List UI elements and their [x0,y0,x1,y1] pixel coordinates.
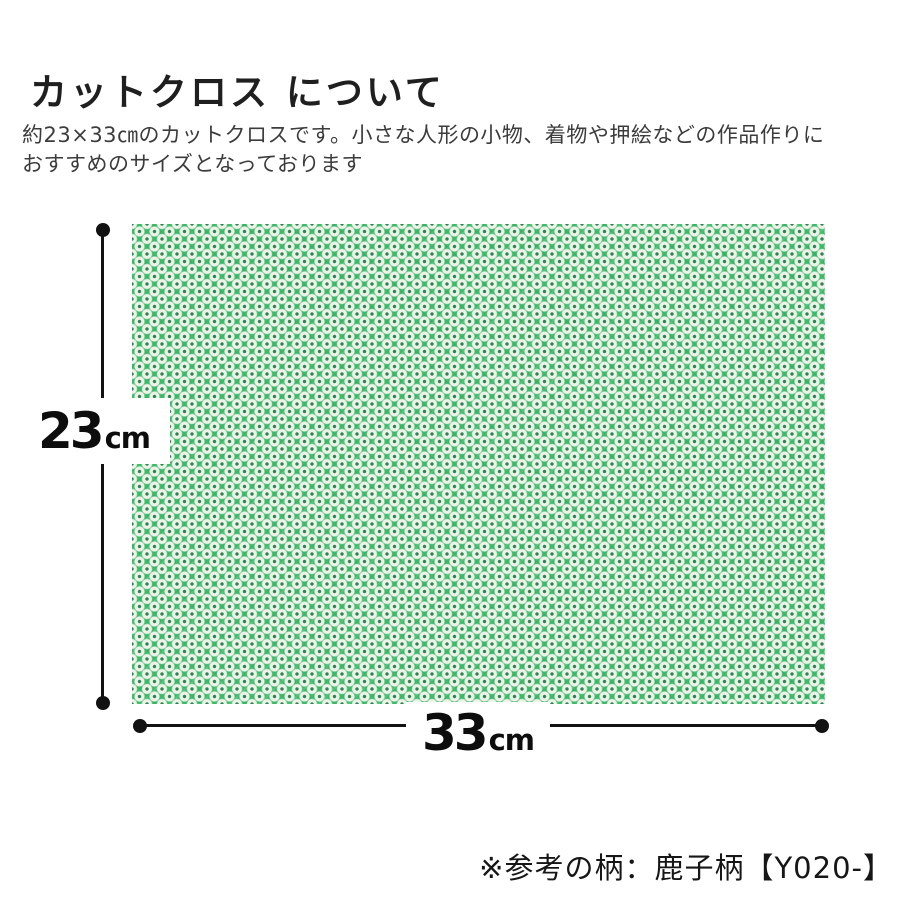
dimension-endpoint-dot-top [96,223,110,237]
dimension-endpoint-dot-right [815,719,829,733]
width-value: 33 [421,704,489,762]
description: 約23×33㎝のカットクロスです。小さな人形の小物、着物や押絵などの作品作りに … [22,121,824,179]
fabric-swatch-image [132,224,825,704]
reference-pattern-note: ※参考の柄：鹿子柄【Y020-】 [479,851,893,885]
width-dimension-label: 33 cm [405,702,551,764]
height-unit: cm [104,421,151,455]
description-line-2: おすすめのサイズとなっております [22,152,364,176]
height-value: 23 [38,402,105,460]
height-dimension-line [101,230,104,704]
section-title: カットクロス について [30,71,445,114]
dimension-endpoint-dot-bottom [96,696,110,710]
description-line-1: 約23×33㎝のカットクロスです。小さな人形の小物、着物や押絵などの作品作りに [22,123,825,147]
height-dimension-label: 23 cm [38,398,171,464]
width-unit: cm [488,723,535,757]
dimension-endpoint-dot-left [133,719,147,733]
